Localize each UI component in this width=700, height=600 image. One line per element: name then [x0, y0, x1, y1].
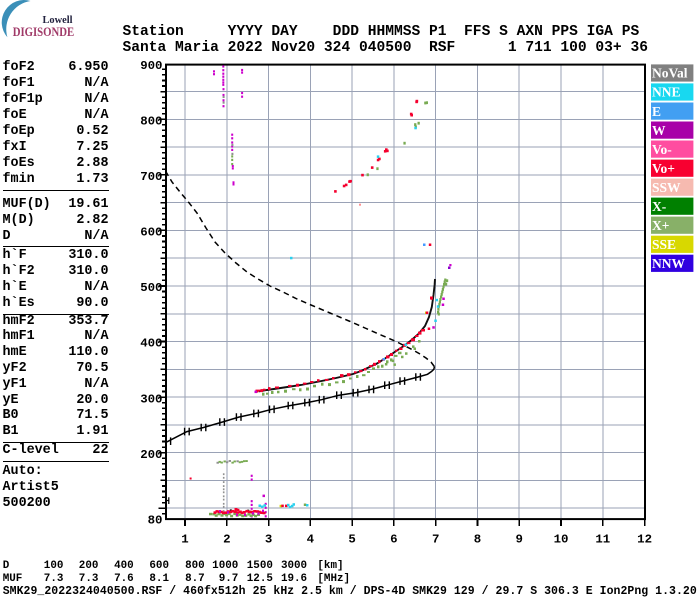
svg-text:Lowell: Lowell	[43, 15, 73, 26]
svg-text:800: 800	[140, 115, 162, 129]
svg-text:400: 400	[140, 337, 162, 351]
svg-text:500: 500	[140, 281, 162, 295]
svg-text:11: 11	[595, 533, 610, 547]
svg-text:9: 9	[515, 533, 522, 547]
svg-text:700: 700	[140, 170, 162, 184]
svg-text:W: W	[652, 123, 666, 138]
svg-text:3: 3	[265, 533, 272, 547]
svg-text:5: 5	[348, 533, 355, 547]
svg-text:X-: X-	[652, 199, 666, 214]
svg-text:1: 1	[181, 533, 188, 547]
svg-text:200: 200	[140, 448, 162, 462]
svg-text:10: 10	[554, 533, 569, 547]
svg-text:8: 8	[474, 533, 481, 547]
svg-text:600: 600	[140, 226, 162, 240]
svg-text:E: E	[652, 104, 661, 119]
svg-text:4: 4	[307, 533, 315, 547]
svg-text:12: 12	[637, 533, 652, 547]
svg-text:2: 2	[223, 533, 230, 547]
svg-text:DIGISONDE: DIGISONDE	[13, 25, 74, 39]
svg-text:300: 300	[140, 392, 162, 406]
svg-text:X+: X+	[652, 218, 669, 233]
svg-text:900: 900	[140, 59, 162, 73]
svg-text:NNE: NNE	[652, 85, 681, 100]
svg-text:Vo-: Vo-	[652, 142, 672, 157]
svg-text:6: 6	[390, 533, 397, 547]
svg-text:7: 7	[432, 533, 439, 547]
svg-text:NNW: NNW	[652, 256, 685, 271]
svg-text:Vo+: Vo+	[652, 161, 675, 176]
svg-text:NoVal: NoVal	[652, 66, 688, 81]
svg-text:SSW: SSW	[652, 180, 681, 195]
svg-text:80: 80	[148, 514, 163, 528]
svg-text:SSE: SSE	[652, 237, 676, 252]
